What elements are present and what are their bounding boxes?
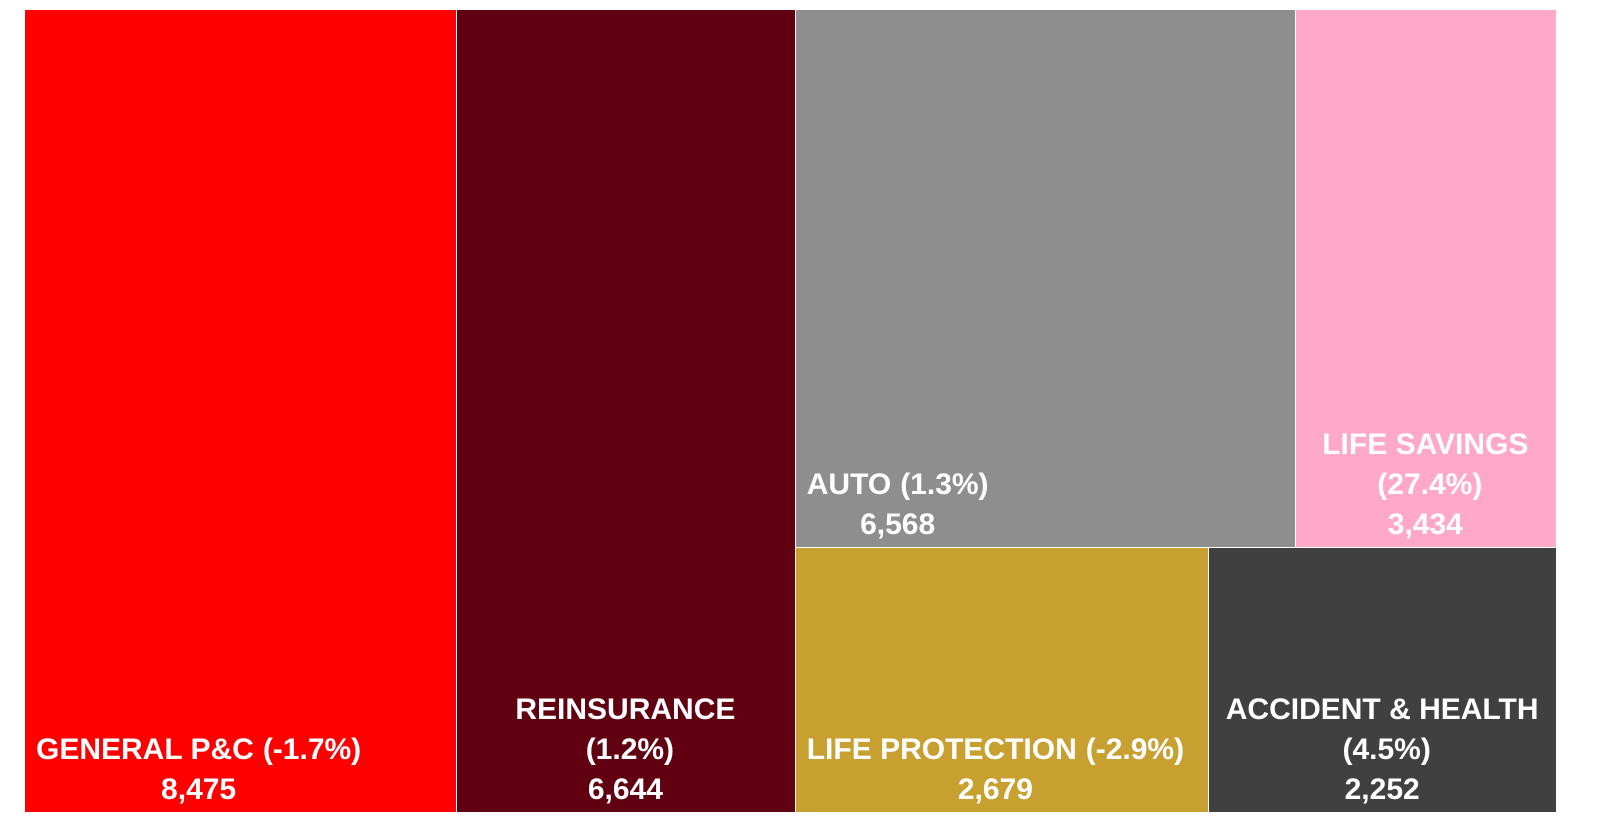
value-label: 3,434 (1387, 507, 1463, 541)
value-label: 8,475 (161, 773, 237, 806)
change-label: (-2.9%) (1085, 732, 1185, 766)
tile-label: LIFE SAVINGS (27.4%) 3,434 (1307, 425, 1544, 545)
tile: AUTO (1.3%) 6,568 (795, 10, 1296, 548)
value-label: 6,568 (860, 507, 936, 541)
change-label: (-1.7%) (262, 733, 362, 766)
change-label: (27.4%) (1377, 467, 1483, 501)
tile-label-block: LIFE PROTECTION (-2.9%) 2,679 (807, 730, 1184, 810)
value-label: 6,644 (587, 773, 663, 806)
value-label: 2,679 (957, 772, 1033, 806)
tile-label: LIFE PROTECTION (-2.9%) 2,679 (807, 730, 1197, 810)
change-label: (1.3%) (900, 467, 989, 501)
tile-label-block: ACCIDENT & HEALTH (4.5%) 2,252 (1220, 690, 1544, 810)
tile: LIFE PROTECTION (-2.9%) 2,679 (795, 547, 1210, 813)
change-label: (4.5%) (1342, 732, 1431, 766)
tile-label: AUTO (1.3%) 6,568 (807, 465, 1283, 545)
value-label: 2,252 (1344, 772, 1420, 806)
tile-label-block: GENERAL P&C (-1.7%) 8,475 (36, 730, 361, 810)
tile-label-block: AUTO (1.3%) 6,568 (807, 465, 989, 545)
treemap: GENERAL P&C (-1.7%) 8,475 REINSURANCE (1.2%)… (25, 10, 1557, 813)
category-name: AUTO (806, 467, 892, 501)
category-name: LIFE PROTECTION (806, 732, 1077, 766)
tile-label: ACCIDENT & HEALTH (4.5%) 2,252 (1220, 690, 1544, 810)
category-name: GENERAL P&C (36, 733, 254, 766)
tile: GENERAL P&C (-1.7%) 8,475 (25, 10, 458, 813)
tile-label-block: REINSURANCE (1.2%) 6,644 (468, 690, 783, 810)
category-name: ACCIDENT & HEALTH (1225, 692, 1539, 726)
category-name: REINSURANCE (515, 693, 736, 726)
category-name: LIFE SAVINGS (1322, 427, 1529, 461)
tile-label: GENERAL P&C (-1.7%) 8,475 (36, 730, 444, 810)
tile: LIFE SAVINGS (27.4%) 3,434 (1295, 10, 1557, 548)
tile: REINSURANCE (1.2%) 6,644 (457, 10, 796, 813)
tile-label: REINSURANCE (1.2%) 6,644 (468, 690, 783, 810)
tile-label-block: LIFE SAVINGS (27.4%) 3,434 (1307, 425, 1544, 545)
change-label: (1.2%) (585, 733, 675, 766)
tile: ACCIDENT & HEALTH (4.5%) 2,252 (1209, 547, 1557, 813)
